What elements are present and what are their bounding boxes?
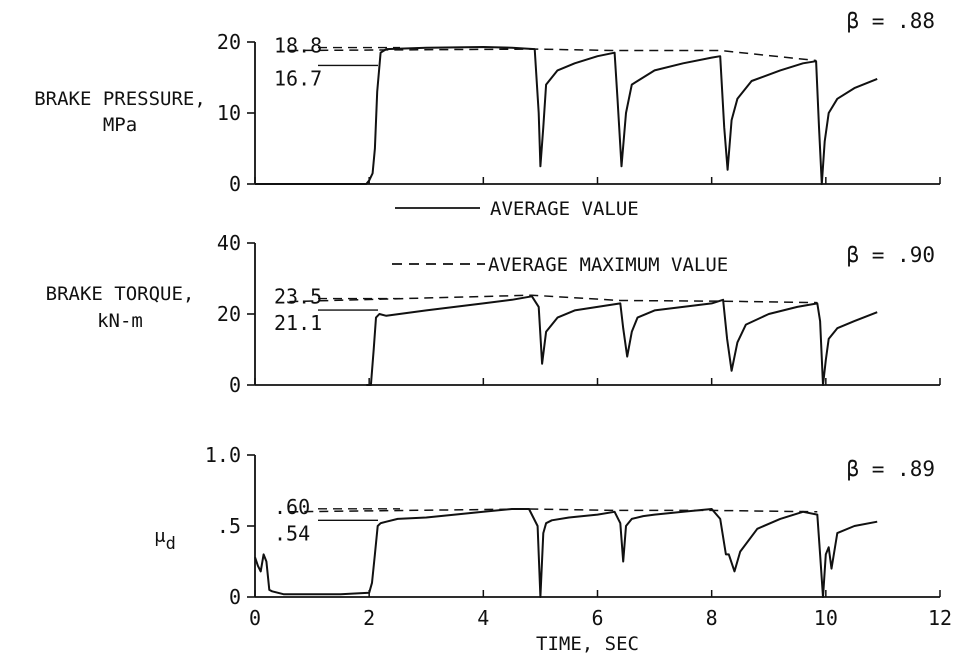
avg-value-label: 21.1 [274, 311, 322, 335]
y-tick-label: 0 [229, 585, 241, 609]
avg-value-label: .54 [274, 521, 310, 545]
y-axis-title: BRAKE PRESSURE, [34, 88, 206, 110]
y-tick-label: 20 [217, 30, 241, 54]
average-maximum-value-line [289, 294, 818, 304]
y-tick-label: .5 [217, 514, 241, 538]
y-axis-title: BRAKE TORQUE, [46, 283, 195, 305]
y-tick-label: 0 [229, 172, 241, 196]
legend-dashed-label: AVERAGE MAXIMUM VALUE [488, 254, 728, 276]
legend: AVERAGE VALUE AVERAGE MAXIMUM VALUE [392, 198, 728, 276]
avg-value-label: 16.7 [274, 66, 322, 90]
y-tick-label: 1.0 [205, 443, 241, 467]
average-value-line [366, 295, 878, 386]
panel-1: 0 10 20 BRAKE PRESSURE, MPa β = .88 18.8 16.7 [34, 9, 941, 196]
x-tick-label: 4 [477, 606, 489, 630]
y-axis-title: kN-m [97, 310, 143, 332]
legend-solid-label: AVERAGE VALUE [490, 198, 639, 220]
beta-annotation: β = .89 [846, 457, 935, 481]
x-tick-label: 0 [249, 606, 261, 630]
y-axis-title: μd [154, 525, 176, 554]
y-tick-label: 40 [217, 231, 241, 255]
panel-3: 0 .5 1.0 0 2 4 6 8 10 12 TIME, SEC μd β = .89 .60.54 [154, 443, 952, 655]
average-maximum-value-line [289, 48, 817, 62]
y-tick-label: 10 [217, 101, 241, 125]
panel-2: 0 20 40 BRAKE TORQUE, kN-m β = .90 23.521.1 [46, 231, 941, 397]
avg-max-value-label: 23.5 [274, 285, 322, 309]
average-maximum-value-line [289, 508, 818, 513]
x-axis-title: TIME, SEC [536, 633, 639, 655]
average-value-line [255, 46, 878, 185]
x-tick-label: 6 [591, 606, 603, 630]
y-tick-label: 0 [229, 373, 241, 397]
average-value-line [254, 508, 878, 598]
avg-max-value-label: 18.8 [274, 34, 322, 58]
x-tick-label: 8 [706, 606, 718, 630]
x-tick-label: 10 [814, 606, 838, 630]
beta-annotation: β = .88 [846, 9, 935, 33]
avg-max-value-label: .60 [274, 495, 310, 519]
beta-annotation: β = .90 [846, 243, 935, 267]
y-axis-title: MPa [103, 114, 137, 136]
x-tick-label: 2 [363, 606, 375, 630]
y-tick-label: 20 [217, 302, 241, 326]
x-tick-label: 12 [928, 606, 952, 630]
